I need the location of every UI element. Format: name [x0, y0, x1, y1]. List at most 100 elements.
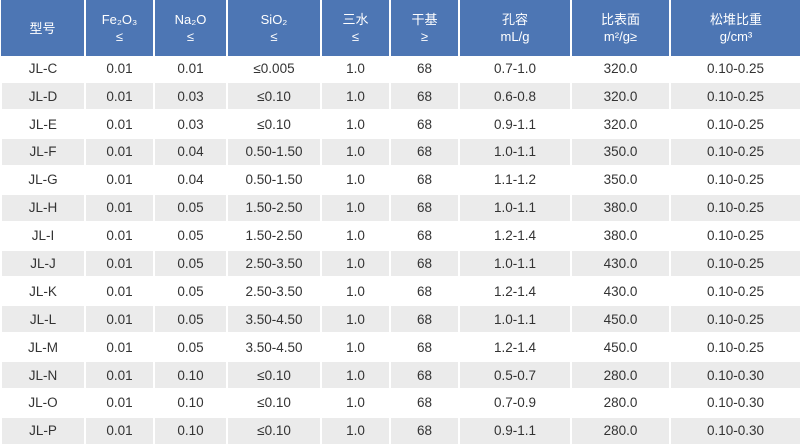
table-row: JL-I 0.01 0.05 1.50-2.50 1.0 68 1.2-1.4 380.0 0.…: [0, 221, 800, 251]
value-cell: 450.0: [571, 305, 671, 335]
col-header-model: 型号: [1, 0, 86, 56]
value-cell: 0.01: [85, 221, 155, 251]
value-cell: 0.05: [154, 305, 228, 335]
value-cell: 0.03: [154, 82, 228, 112]
value-cell: 1.0: [321, 277, 391, 307]
value-cell: 0.10: [154, 361, 228, 391]
value-cell: 68: [390, 416, 460, 446]
value-cell: 0.10: [154, 416, 228, 446]
table-row: JL-J 0.01 0.05 2.50-3.50 1.0 68 1.0-1.1 430.0 0.…: [0, 249, 800, 279]
value-cell: 280.0: [571, 389, 671, 418]
value-cell: ≤0.10: [227, 361, 322, 391]
value-cell: 2.50-3.50: [227, 249, 322, 279]
value-cell: 1.2-1.4: [459, 277, 572, 307]
value-cell: 320.0: [571, 110, 671, 140]
table-row: JL-N 0.01 0.10 ≤0.10 1.0 68 0.5-0.7 280.0 0.10-0…: [0, 361, 800, 391]
value-cell: 1.2-1.4: [459, 221, 572, 251]
value-cell: 1.0: [321, 193, 391, 223]
value-cell: 68: [390, 249, 460, 279]
table-row: JL-P 0.01 0.10 ≤0.10 1.0 68 0.9-1.1 280.0 0.10-0…: [0, 416, 800, 446]
value-cell: 450.0: [571, 333, 671, 363]
col-header-label: 比表面: [600, 12, 640, 27]
value-cell: 3.50-4.50: [227, 305, 322, 335]
value-cell: 0.01: [85, 193, 155, 223]
value-cell: 0.05: [154, 249, 228, 279]
value-cell: 0.7-0.9: [459, 389, 572, 418]
value-cell: 1.0-1.1: [459, 193, 572, 223]
model-cell: JL-O: [0, 389, 86, 418]
value-cell: 68: [390, 138, 460, 167]
col-header-unit: g/cm³: [719, 29, 753, 44]
value-cell: 68: [390, 277, 460, 307]
value-cell: 380.0: [571, 193, 671, 223]
value-cell: 280.0: [571, 361, 671, 391]
value-cell: 1.0-1.1: [459, 249, 572, 279]
value-cell: 0.03: [154, 110, 228, 140]
model-cell: JL-C: [0, 56, 86, 84]
table-row: JL-M 0.01 0.05 3.50-4.50 1.0 68 1.2-1.4 450.0 0.…: [0, 333, 800, 363]
value-cell: 1.0: [321, 110, 391, 140]
value-cell: 1.0-1.1: [459, 138, 572, 167]
value-cell: 1.0: [321, 416, 391, 446]
value-cell: ≤0.005: [227, 56, 322, 84]
value-cell: 350.0: [571, 165, 671, 195]
value-cell: 1.0: [321, 138, 391, 167]
value-cell: 0.04: [154, 138, 228, 167]
value-cell: 68: [390, 56, 460, 84]
value-cell: 0.50-1.50: [227, 165, 322, 195]
value-cell: 320.0: [571, 82, 671, 112]
table-row: JL-G 0.01 0.04 0.50-1.50 1.0 68 1.1-1.2 350.0 0.…: [0, 165, 800, 195]
model-cell: JL-M: [0, 333, 86, 363]
col-header-label: Na₂O: [174, 12, 207, 27]
col-header-dry-basis: 干基 ≥: [390, 0, 460, 56]
col-header-unit: m²/g≥: [603, 29, 638, 44]
model-cell: JL-D: [0, 82, 86, 112]
col-header-unit: ≥: [420, 29, 429, 44]
value-cell: 0.05: [154, 193, 228, 223]
table-header: 型号 Fe₂O₃ ≤ Na₂O ≤ SiO₂ ≤ 三水 ≤: [1, 0, 800, 56]
value-cell: 350.0: [571, 138, 671, 167]
value-cell: 0.01: [85, 277, 155, 307]
value-cell: 0.01: [85, 249, 155, 279]
value-cell: 0.01: [85, 165, 155, 195]
value-cell: 0.01: [154, 56, 228, 84]
col-header-label: 三水: [342, 12, 369, 27]
value-cell: 0.10-0.25: [670, 249, 800, 279]
value-cell: 0.50-1.50: [227, 138, 322, 167]
col-header-unit: ≤: [351, 29, 360, 44]
col-header-unit: ≤: [115, 29, 124, 44]
value-cell: 380.0: [571, 221, 671, 251]
value-cell: 0.01: [85, 389, 155, 418]
value-cell: 0.7-1.0: [459, 56, 572, 84]
value-cell: 1.0: [321, 389, 391, 418]
model-cell: JL-K: [0, 277, 86, 307]
value-cell: 1.50-2.50: [227, 221, 322, 251]
model-cell: JL-L: [0, 305, 86, 335]
col-header-label: Fe₂O₃: [101, 12, 138, 27]
col-header-label: 松堆比重: [709, 12, 762, 27]
value-cell: 68: [390, 193, 460, 223]
value-cell: 0.04: [154, 165, 228, 195]
col-header-label: 干基: [411, 12, 438, 27]
value-cell: 0.10-0.25: [670, 221, 800, 251]
value-cell: 68: [390, 221, 460, 251]
value-cell: 430.0: [571, 277, 671, 307]
value-cell: 0.9-1.1: [459, 110, 572, 140]
model-cell: JL-N: [0, 361, 86, 391]
model-cell: JL-P: [0, 416, 86, 446]
table-row: JL-E 0.01 0.03 ≤0.10 1.0 68 0.9-1.1 320.0 0.10-0…: [0, 110, 800, 140]
table-row: JL-D 0.01 0.03 ≤0.10 1.0 68 0.6-0.8 320.0 0.10-0…: [0, 82, 800, 112]
value-cell: 68: [390, 110, 460, 140]
model-cell: JL-I: [0, 221, 86, 251]
value-cell: ≤0.10: [227, 416, 322, 446]
model-cell: JL-F: [0, 138, 86, 167]
value-cell: 0.01: [85, 416, 155, 446]
model-cell: JL-H: [0, 193, 86, 223]
value-cell: 68: [390, 389, 460, 418]
col-header-sio2: SiO₂ ≤: [227, 0, 322, 56]
col-header-unit: ≤: [186, 29, 195, 44]
value-cell: 1.0: [321, 56, 391, 84]
value-cell: 1.0: [321, 221, 391, 251]
col-header-unit: ≤: [270, 29, 278, 44]
